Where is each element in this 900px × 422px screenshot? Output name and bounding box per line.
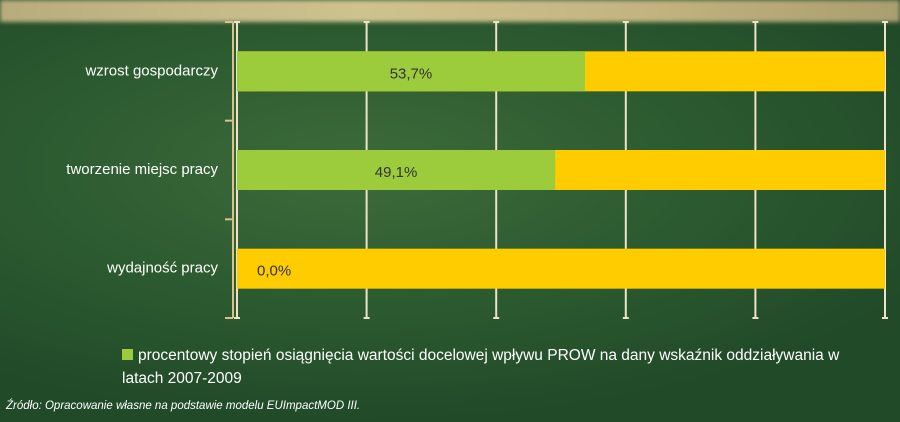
bar [237, 150, 556, 190]
source-note: Źródło: Opracowanie własne na podstawie … [6, 400, 361, 412]
data-label: 53,7% [390, 65, 433, 82]
category-label: wydajność pracy [106, 260, 218, 277]
data-label: 0,0% [257, 263, 291, 280]
legend-swatch [122, 349, 133, 360]
bar [237, 51, 585, 92]
data-label: 49,1% [375, 164, 418, 181]
category-label: wzrost gospodarczy [84, 62, 218, 79]
top-band [0, 0, 900, 22]
category-label: tworzenie miejsc pracy [66, 161, 218, 178]
bar-track [237, 248, 885, 289]
legend-label: procentowy stopień osiągnięcia wartości … [122, 347, 840, 387]
legend: procentowy stopień osiągnięcia wartości … [122, 344, 862, 390]
